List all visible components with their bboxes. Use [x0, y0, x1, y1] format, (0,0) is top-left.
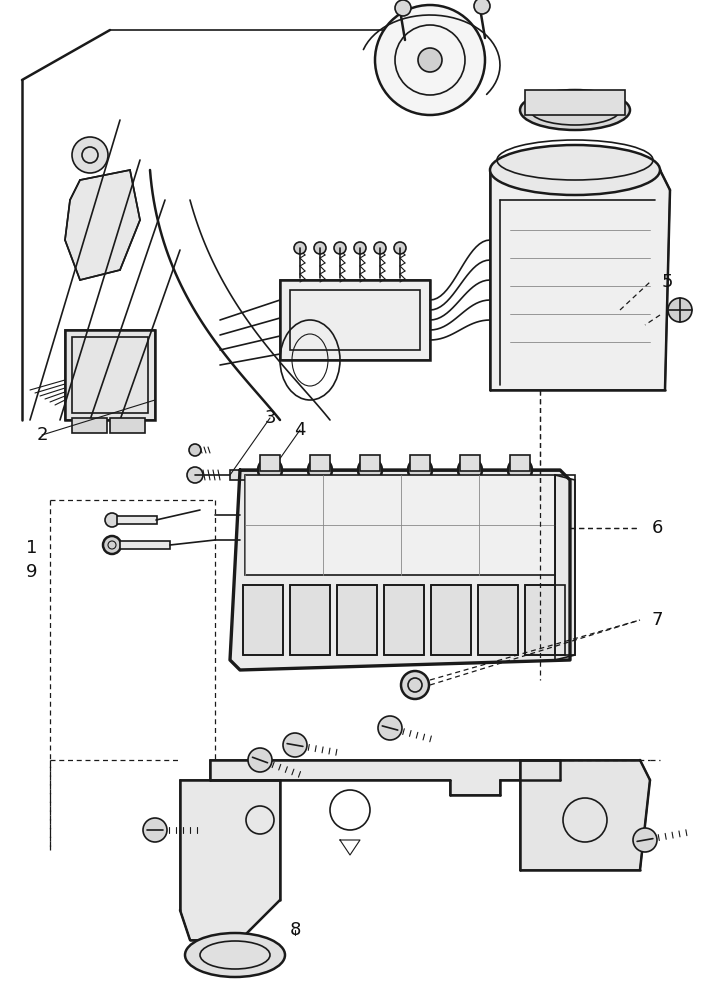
Bar — [260, 455, 280, 471]
Ellipse shape — [185, 933, 285, 977]
Bar — [117, 516, 157, 524]
Circle shape — [256, 475, 280, 499]
Bar — [245, 475, 555, 575]
Circle shape — [508, 458, 532, 482]
Circle shape — [394, 242, 406, 254]
Text: 1: 1 — [26, 539, 37, 557]
Circle shape — [378, 716, 402, 740]
Text: 3: 3 — [264, 409, 276, 427]
Polygon shape — [65, 170, 140, 280]
Bar — [431, 585, 471, 655]
Circle shape — [408, 458, 432, 482]
Polygon shape — [65, 330, 155, 420]
Circle shape — [187, 467, 203, 483]
Circle shape — [401, 671, 429, 699]
Bar — [72, 418, 107, 433]
Circle shape — [105, 513, 119, 527]
Bar — [280, 280, 430, 360]
Bar — [72, 337, 148, 413]
Bar — [525, 585, 565, 655]
Circle shape — [375, 5, 485, 115]
Circle shape — [354, 242, 366, 254]
Bar — [525, 90, 625, 115]
Bar — [337, 585, 377, 655]
Circle shape — [418, 48, 442, 72]
Circle shape — [72, 137, 108, 173]
Circle shape — [258, 458, 282, 482]
Polygon shape — [520, 760, 650, 870]
Polygon shape — [384, 585, 424, 655]
Circle shape — [458, 458, 482, 482]
Text: 2: 2 — [36, 426, 48, 444]
Polygon shape — [180, 780, 280, 940]
Polygon shape — [290, 585, 330, 655]
Text: 4: 4 — [294, 421, 306, 439]
Bar — [65, 330, 155, 420]
Circle shape — [633, 828, 657, 852]
Circle shape — [283, 733, 307, 757]
Circle shape — [334, 242, 346, 254]
Text: 6: 6 — [652, 519, 663, 537]
Polygon shape — [490, 170, 670, 390]
Ellipse shape — [520, 90, 630, 130]
Ellipse shape — [490, 145, 660, 195]
Polygon shape — [431, 585, 471, 655]
Circle shape — [143, 818, 167, 842]
Text: 5: 5 — [662, 273, 673, 291]
Polygon shape — [243, 585, 283, 655]
Polygon shape — [280, 280, 430, 360]
Text: 9: 9 — [26, 563, 37, 581]
Circle shape — [248, 748, 272, 772]
Bar — [510, 455, 530, 471]
Polygon shape — [337, 585, 377, 655]
Bar — [410, 455, 430, 471]
Circle shape — [103, 536, 121, 554]
Circle shape — [374, 242, 386, 254]
Polygon shape — [555, 475, 575, 660]
Bar — [478, 585, 518, 655]
Bar — [290, 585, 330, 655]
Bar — [555, 475, 575, 655]
Circle shape — [668, 298, 692, 322]
Circle shape — [294, 242, 306, 254]
Polygon shape — [525, 585, 565, 655]
Polygon shape — [230, 470, 570, 670]
Bar — [110, 418, 145, 433]
Bar — [360, 455, 380, 471]
Circle shape — [395, 0, 411, 16]
Circle shape — [308, 458, 332, 482]
Polygon shape — [478, 585, 518, 655]
Bar — [310, 455, 330, 471]
Bar — [460, 455, 480, 471]
Polygon shape — [210, 760, 560, 795]
Circle shape — [314, 242, 326, 254]
Circle shape — [358, 458, 382, 482]
Bar — [243, 585, 283, 655]
Bar — [290, 290, 420, 350]
Bar — [384, 585, 424, 655]
Bar — [120, 541, 170, 549]
Circle shape — [189, 444, 201, 456]
Circle shape — [474, 0, 490, 14]
Text: 8: 8 — [289, 921, 301, 939]
Bar — [230, 470, 260, 480]
Text: 7: 7 — [651, 611, 663, 629]
